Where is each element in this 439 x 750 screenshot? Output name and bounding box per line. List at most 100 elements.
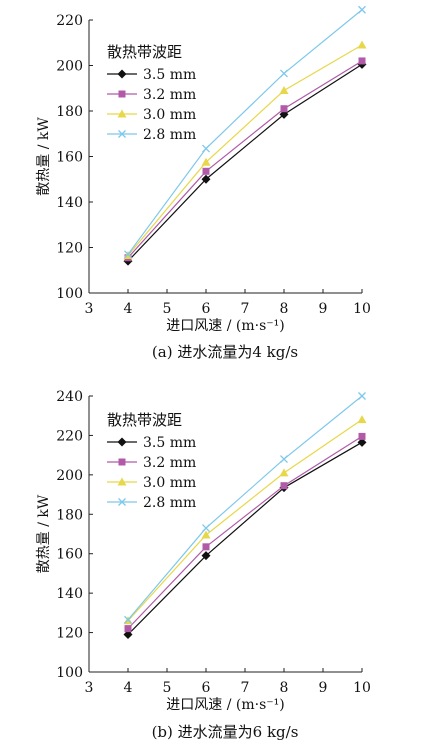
legend-item: 2.8 mm — [107, 127, 196, 143]
data-point — [124, 625, 132, 633]
chart-a: 100 120 140 160 180 200 220 3 4 5 6 7 8 9 10 进口风速 / (m·… — [36, 5, 371, 361]
x-tick-label: 6 — [202, 301, 211, 317]
y-tick-label: 200 — [56, 468, 83, 484]
data-point — [202, 167, 210, 175]
data-point — [201, 157, 211, 166]
legend-label: 3.5 mm — [143, 67, 196, 83]
legend-label: 2.8 mm — [143, 495, 196, 511]
legend-marker — [117, 477, 127, 486]
legend-item: 3.5 mm — [107, 435, 196, 451]
legend-title: 散热带波距 — [107, 43, 182, 61]
x-tick-label: 7 — [241, 680, 250, 696]
y-tick-label: 100 — [56, 286, 83, 302]
data-point — [280, 69, 288, 78]
y-tick-label: 120 — [56, 241, 83, 257]
series-line — [127, 435, 363, 630]
legend-label: 3.0 mm — [143, 475, 196, 491]
legend-label: 2.8 mm — [143, 127, 196, 143]
data-point — [201, 174, 211, 184]
series-2-8-mm — [124, 5, 366, 259]
data-point — [202, 543, 210, 551]
legend-item: 3.0 mm — [107, 107, 196, 123]
data-point — [357, 415, 367, 424]
x-tick-label: 7 — [241, 301, 250, 317]
series-line — [127, 9, 363, 255]
y-tick-label: 160 — [56, 150, 83, 166]
legend-item: 3.2 mm — [107, 87, 196, 103]
legend-item: 2.8 mm — [107, 495, 196, 511]
data-point — [124, 250, 132, 259]
data-point — [280, 455, 288, 464]
chart-caption: (b) 进水流量为6 kg/s — [152, 723, 299, 741]
legend-label: 3.2 mm — [143, 455, 196, 471]
y-tick-label: 120 — [56, 626, 83, 642]
data-point — [357, 437, 367, 447]
y-axis-label: 散热量 / kW — [36, 494, 52, 573]
data-point — [123, 630, 133, 640]
y-tick-label: 200 — [56, 59, 83, 75]
chart-caption: (a) 进水流量为4 kg/s — [152, 343, 298, 361]
data-point — [202, 144, 210, 153]
y-tick-label: 140 — [56, 586, 83, 602]
chart-b: 100 120 140 160 180 200 220 240 3 4 5 6 7 8 9 10 进口风速 / … — [36, 389, 371, 741]
x-tick-label: 5 — [163, 680, 172, 696]
legend-title: 散热带波距 — [107, 411, 182, 429]
data-point — [201, 530, 211, 539]
y-tick-label: 100 — [56, 665, 83, 681]
x-tick-label: 9 — [319, 301, 328, 317]
legend-marker — [118, 90, 126, 98]
data-point — [279, 468, 289, 477]
x-tick-label: 9 — [319, 680, 328, 696]
y-tick-label: 240 — [56, 389, 83, 405]
x-tick-label: 10 — [353, 301, 371, 317]
x-tick-label: 4 — [124, 680, 133, 696]
series-line — [127, 419, 363, 622]
legend-marker — [118, 458, 126, 466]
legend-item: 3.5 mm — [107, 67, 196, 83]
y-tick-label: 180 — [56, 104, 83, 120]
data-point — [358, 5, 366, 14]
series-line — [127, 60, 363, 259]
legend-label: 3.0 mm — [143, 107, 196, 123]
data-point — [280, 482, 288, 490]
y-tick-label: 180 — [56, 507, 83, 523]
series-3-2-mm — [124, 432, 366, 633]
series-line — [127, 63, 363, 262]
legend-marker — [117, 109, 127, 118]
legend-marker — [118, 498, 126, 506]
series-line — [127, 44, 363, 256]
series-line — [127, 395, 363, 621]
series-2-8-mm — [124, 392, 366, 624]
y-tick-label: 220 — [56, 13, 83, 29]
legend-label: 3.5 mm — [143, 435, 196, 451]
data-point — [279, 86, 289, 95]
data-point — [358, 57, 366, 65]
data-point — [280, 105, 288, 113]
legend: 散热带波距 3.5 mm 3.2 mm 3.0 mm 2.8 mm — [107, 411, 196, 511]
y-tick-label: 140 — [56, 195, 83, 211]
data-point — [201, 551, 211, 561]
y-tick-label: 220 — [56, 428, 83, 444]
x-tick-label: 3 — [85, 301, 94, 317]
legend-item: 3.0 mm — [107, 475, 196, 491]
legend-label: 3.2 mm — [143, 87, 196, 103]
data-point — [358, 432, 366, 440]
x-tick-label: 3 — [85, 680, 94, 696]
legend-item: 3.2 mm — [107, 455, 196, 471]
x-tick-label: 4 — [124, 301, 133, 317]
x-tick-label: 8 — [280, 301, 289, 317]
legend-marker — [117, 437, 127, 447]
data-point — [358, 392, 366, 400]
data-point — [357, 40, 367, 49]
x-tick-label: 8 — [280, 680, 289, 696]
x-tick-label: 6 — [202, 680, 211, 696]
series-line — [127, 441, 363, 635]
x-tick-label: 5 — [163, 301, 172, 317]
y-axis-label: 散热量 / kW — [36, 117, 52, 196]
y-tick-label: 160 — [56, 547, 83, 563]
legend: 散热带波距 3.5 mm 3.2 mm 3.0 mm 2.8 mm — [107, 43, 196, 143]
x-axis-label: 进口风速 / (m·s⁻¹) — [166, 318, 284, 334]
data-point — [124, 615, 132, 624]
